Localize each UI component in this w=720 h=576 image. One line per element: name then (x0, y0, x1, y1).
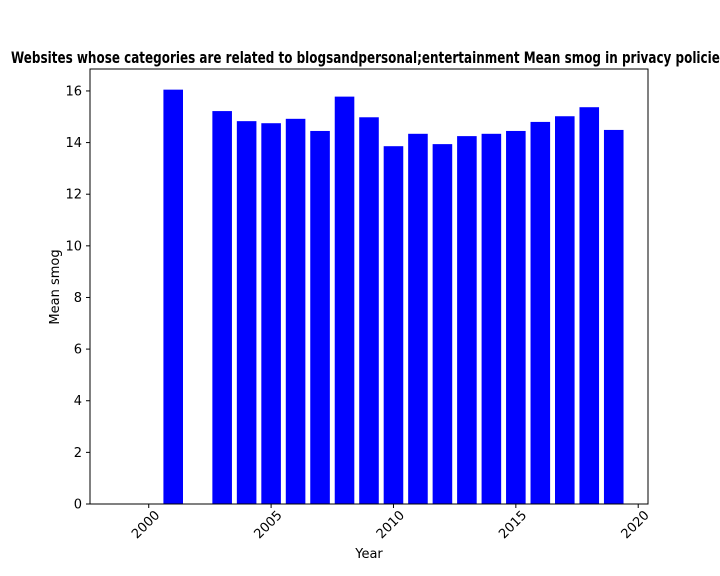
plot-frame (89, 68, 649, 505)
x-axis-ticks: 2000 2005 2010 2015 2020 (129, 504, 653, 542)
bar-2010 (383, 146, 404, 504)
bar-2004 (236, 121, 257, 505)
y-axis-label: Mean smog (48, 249, 63, 324)
chart-title: Websites whose categories are related to… (11, 48, 720, 67)
bar-2018 (579, 107, 600, 505)
y-tick-label: 8 (74, 291, 82, 306)
bar-2003 (212, 111, 232, 504)
y-tick-label: 4 (74, 394, 82, 409)
y-tick-label: 12 (65, 188, 82, 203)
x-tick-label: 2015 (496, 508, 530, 542)
bar-2006 (285, 118, 306, 504)
y-tick-label: 14 (65, 136, 82, 151)
bar-2011 (408, 133, 428, 505)
x-axis-label: Year (354, 547, 383, 562)
bar-2013 (457, 136, 477, 504)
x-tick-label: 2020 (619, 508, 653, 542)
bar-2014 (481, 133, 502, 505)
y-tick-label: 16 (65, 84, 82, 99)
y-tick-label: 2 (74, 446, 82, 461)
bar-2019 (603, 129, 624, 504)
bar-2009 (359, 117, 379, 504)
bar-2007 (310, 130, 330, 504)
bars-group (163, 89, 624, 505)
bar-2008 (334, 96, 355, 505)
bar-2012 (432, 144, 453, 504)
x-tick-label: 2010 (374, 508, 408, 542)
y-tick-label: 0 (74, 498, 82, 513)
x-tick-label: 2000 (129, 508, 163, 542)
bar-2017 (555, 116, 575, 505)
y-tick-label: 6 (74, 343, 82, 358)
y-tick-label: 10 (65, 239, 82, 254)
bar-2016 (530, 121, 551, 505)
y-axis-ticks: 0 2 4 6 8 10 12 14 16 (65, 84, 90, 513)
bar-2005 (261, 123, 281, 505)
bar-2015 (506, 130, 526, 504)
x-tick-label: 2005 (252, 508, 286, 542)
bar-2001 (163, 89, 183, 505)
